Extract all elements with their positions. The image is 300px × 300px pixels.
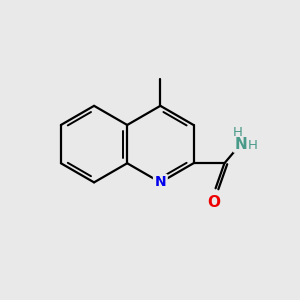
- Text: N: N: [154, 176, 166, 189]
- Text: O: O: [208, 195, 220, 210]
- Text: N: N: [234, 136, 247, 152]
- Text: H: H: [248, 139, 258, 152]
- Text: H: H: [233, 126, 243, 140]
